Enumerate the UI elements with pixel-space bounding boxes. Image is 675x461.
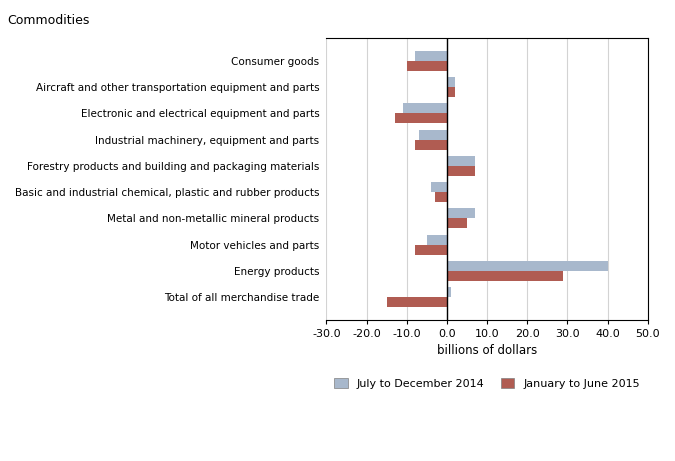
Bar bbox=[447, 271, 564, 281]
Bar bbox=[447, 156, 475, 166]
Bar bbox=[414, 245, 447, 254]
Bar bbox=[447, 261, 608, 271]
Bar bbox=[418, 130, 447, 140]
Bar bbox=[447, 87, 455, 97]
Bar bbox=[435, 192, 447, 202]
Bar bbox=[403, 103, 447, 113]
Bar bbox=[395, 113, 447, 123]
Text: Commodities: Commodities bbox=[7, 14, 89, 27]
Legend: July to December 2014, January to June 2015: July to December 2014, January to June 2… bbox=[330, 374, 644, 393]
X-axis label: billions of dollars: billions of dollars bbox=[437, 344, 537, 357]
Bar bbox=[447, 77, 455, 87]
Bar bbox=[414, 51, 447, 61]
Bar bbox=[447, 208, 475, 219]
Bar bbox=[407, 61, 447, 71]
Bar bbox=[414, 140, 447, 149]
Bar bbox=[447, 166, 475, 176]
Bar bbox=[431, 182, 447, 192]
Bar bbox=[447, 219, 467, 228]
Bar bbox=[387, 297, 447, 307]
Bar bbox=[447, 287, 451, 297]
Bar bbox=[427, 235, 447, 245]
